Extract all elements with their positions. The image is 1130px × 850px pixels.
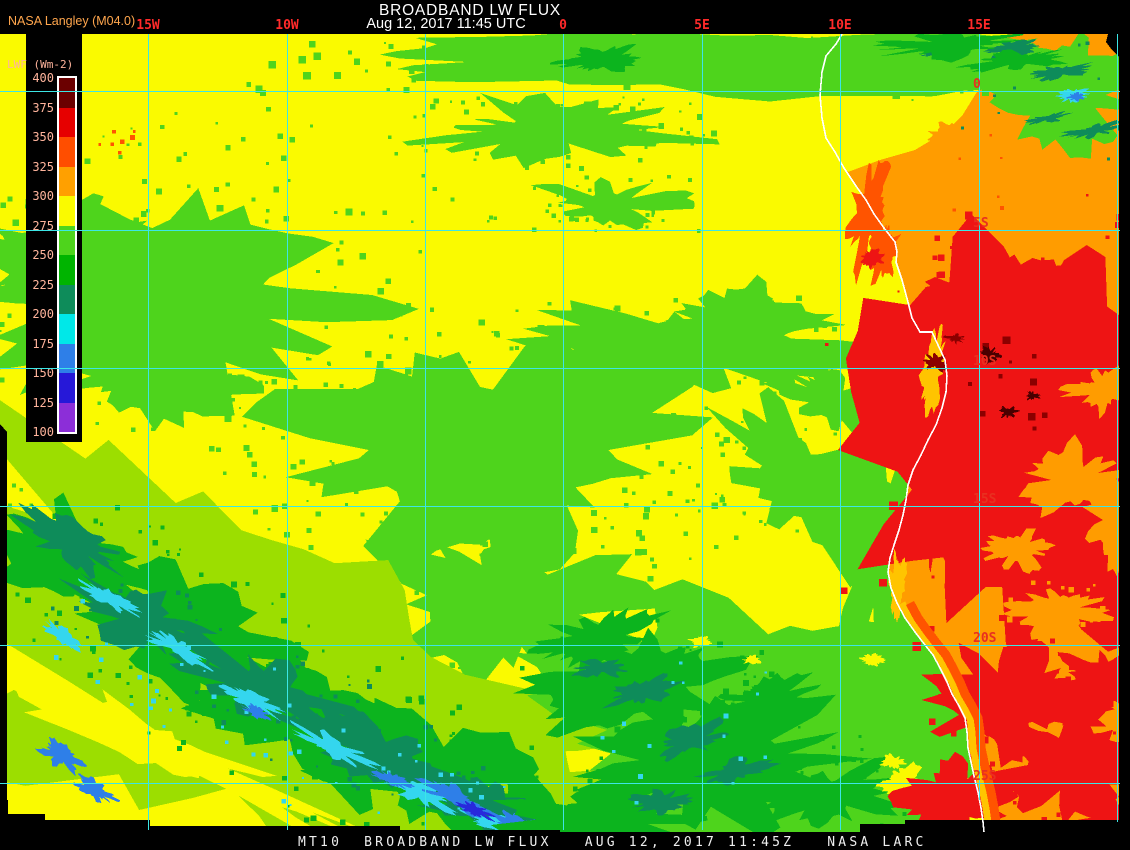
status-text: MT10 BROADBAND LW FLUX AUG 12, 2017 11:4…: [298, 835, 927, 850]
colorbar-segment-125: [59, 402, 75, 432]
colorbar-segment-250: [59, 255, 75, 285]
swcloud-blue-5: [240, 702, 272, 722]
coast-fringe-north-2: [868, 221, 902, 286]
cloud-patch-c2: [402, 92, 720, 169]
status-bar: MT10 BROADBAND LW FLUX AUG 12, 2017 11:4…: [0, 832, 1130, 850]
land-south-red-1: [921, 640, 1115, 768]
colorbar: [57, 76, 77, 434]
legend-tick-350: 350: [32, 130, 54, 144]
coastline-africa: [819, 34, 985, 832]
colorbar-segment-275: [59, 225, 75, 255]
land-hotspot-2: [998, 405, 1021, 419]
land-orange-hole-1: [1018, 434, 1122, 519]
legend-tick-400: 400: [32, 71, 54, 85]
secloud-green-6: [490, 784, 708, 832]
swcloud-cyan-4: [289, 719, 382, 770]
swcloud-cyan-7: [41, 618, 83, 653]
cloud-center-mass: [241, 339, 714, 584]
itcz-darkgreen-4: [1023, 110, 1073, 126]
legend-tick-100: 100: [32, 425, 54, 439]
legend-tick-275: 275: [32, 218, 54, 233]
secloud-green-4: [706, 672, 824, 730]
secloud-ridge-4: [571, 658, 628, 678]
swcloud-cyan-3: [218, 684, 288, 722]
ne-orange-patch-2: [938, 151, 1000, 199]
equatorial-lake-blue: [1066, 91, 1085, 102]
itcz-darkgreen-2: [1029, 62, 1093, 82]
coast-fringe-north-1: [844, 159, 892, 286]
cloud-diag-east: [706, 387, 919, 607]
colorbar-segment-350: [59, 137, 75, 167]
colorbar-segment-200: [59, 314, 75, 344]
secloud-green-3: [526, 607, 672, 674]
land-hotspot-3: [1026, 390, 1041, 401]
legend-tick-200: 200: [32, 307, 54, 321]
colorbar-legend: LWF (Wm-2) 400 375 350 325 300 275 250 225 200 17…: [7, 34, 82, 442]
secloud-yellow-hole-4: [686, 635, 713, 648]
legend-tick-300: 300: [32, 189, 54, 203]
secloud-yellow-hole-5: [741, 654, 762, 665]
land-south-red-4: [1040, 649, 1122, 720]
secloud-ridge-1: [601, 673, 686, 709]
secloud-ridge-2: [659, 716, 730, 763]
coast-sand-stroke-south: [898, 601, 993, 832]
legend-tick-225: 225: [32, 277, 54, 292]
ne-orange-patch-3: [924, 189, 975, 220]
legend-title: LWF (Wm-2): [7, 58, 74, 71]
land-orange-hole-5: [1001, 588, 1114, 643]
legend-tick-150: 150: [32, 366, 54, 380]
swath-edge-right: [1119, 34, 1122, 832]
itcz-green2-1: [871, 34, 1025, 63]
cloud-band-whale-b: [655, 274, 847, 359]
itcz-green2-3: [549, 43, 642, 73]
itcz-darkgreen-3: [1059, 119, 1122, 140]
swcloud-ridge-5: [9, 502, 124, 580]
colorbar-segment-225: [59, 284, 75, 314]
land-hotspot-4: [923, 352, 948, 373]
colorbar-segment-150: [59, 373, 75, 403]
land-south-red-2: [975, 696, 1122, 826]
land-orange-hole-3: [980, 528, 1056, 574]
colorbar-segment-400: [59, 78, 75, 108]
colorbar-segment-325: [59, 166, 75, 196]
swcloud-blue-3: [370, 769, 417, 790]
colorbar-segment-175: [59, 343, 75, 373]
colorbar-segment-300: [59, 196, 75, 226]
swcloud-blue-7: [73, 773, 121, 804]
secloud-yellow-hole-6: [858, 652, 886, 667]
swath-edge-topright: [1106, 34, 1122, 60]
swcloud-ridge-3: [269, 701, 514, 809]
swath-edge-bottom: [0, 800, 1122, 832]
land-orange-hole-2: [1058, 364, 1122, 420]
secloud-green-5: [740, 756, 904, 829]
coast-fringe-stroke-south: [906, 600, 1002, 832]
land-hotspot-1: [978, 345, 1003, 365]
coast-sand-sliver-mid: [887, 548, 908, 623]
cloud-patch-c1: [531, 177, 695, 231]
itcz-band-green-e: [980, 34, 1122, 159]
legend-tick-325: 325: [32, 159, 54, 174]
coast-red-strip: [916, 396, 957, 574]
land-orange-hole-4: [1082, 472, 1122, 577]
secloud-yellow-hole-3: [879, 753, 908, 770]
coast-hotspot-north: [860, 248, 885, 270]
secloud-ridge-3: [692, 755, 781, 786]
swcloud-deepblue-1: [454, 800, 496, 823]
itcz-green2-2: [953, 49, 1068, 73]
ne-orange-patch-1: [927, 121, 982, 158]
swcloud-cyan-2: [144, 630, 215, 672]
secloud-ridge-5: [627, 788, 695, 816]
swcloud-blue-6: [35, 736, 88, 777]
colorbar-segment-375: [59, 107, 75, 137]
cloud-left-b: [43, 319, 265, 432]
legend-tick-175: 175: [32, 336, 54, 351]
legend-tick-375: 375: [32, 100, 54, 115]
land-hotspot-5: [942, 332, 966, 345]
legend-tick-250: 250: [32, 248, 54, 262]
swath-edge-left: [0, 424, 7, 804]
legend-tick-125: 125: [32, 395, 54, 410]
swcloud-cyan-1: [78, 578, 143, 619]
